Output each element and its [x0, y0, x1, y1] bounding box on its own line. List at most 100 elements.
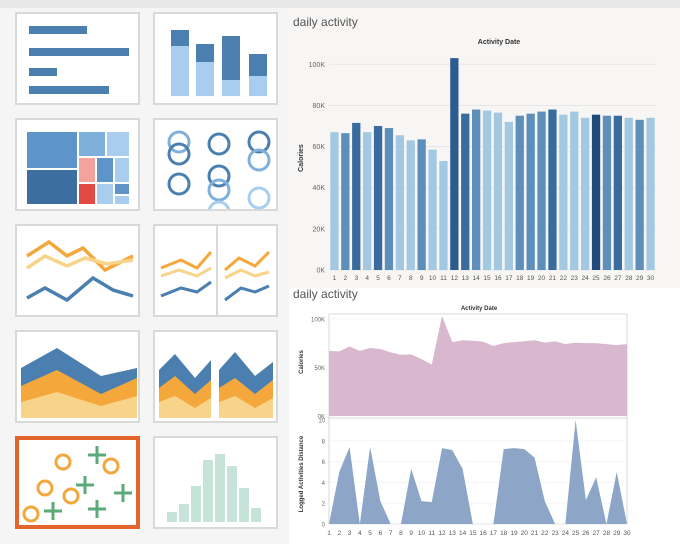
sheet-title: daily activity — [293, 15, 358, 29]
bar-day-29[interactable] — [635, 119, 644, 270]
bar-day-6[interactable] — [384, 128, 394, 270]
x-tick-label: 25 — [572, 530, 580, 537]
x-tick-label: 4 — [365, 275, 369, 282]
x-tick-label: 22 — [541, 530, 549, 537]
x-tick-label: 29 — [613, 530, 621, 537]
bar-day-21[interactable] — [548, 109, 557, 271]
x-tick-label: 29 — [636, 275, 644, 282]
bar-day-19[interactable] — [526, 113, 535, 271]
y-tick-label: 0 — [322, 523, 326, 529]
x-tick-label: 26 — [603, 275, 611, 282]
bar-day-7[interactable] — [395, 135, 404, 270]
x-tick-label: 12 — [438, 530, 446, 537]
thumb-lines-discrete[interactable] — [153, 224, 278, 317]
y-tick-label: 100K — [309, 62, 326, 69]
bar-day-18[interactable] — [515, 115, 524, 270]
bar-day-8[interactable] — [406, 140, 415, 270]
x-tick-label: 6 — [387, 275, 391, 282]
x-tick-label: 13 — [462, 275, 470, 282]
y-tick-label: 4 — [322, 481, 326, 487]
y-tick-label: 0K — [318, 415, 325, 421]
bar-day-1[interactable] — [330, 132, 339, 270]
bar-day-30[interactable] — [646, 117, 655, 271]
chart-header: Activity Date — [461, 306, 498, 312]
bar-day-28[interactable] — [624, 117, 633, 271]
y-tick-label: 80K — [313, 103, 326, 110]
y-tick-label: 50K — [314, 366, 325, 372]
bar-day-23[interactable] — [570, 111, 579, 270]
x-tick-label: 10 — [418, 530, 426, 537]
circle-view-icon — [167, 130, 271, 209]
x-tick-label: 1 — [327, 530, 331, 537]
thumb-area-continuous[interactable] — [15, 330, 140, 423]
x-tick-label: 25 — [592, 275, 600, 282]
area-chart[interactable]: Activity Date Calories Logged Activities… — [289, 288, 680, 544]
show-me-gallery — [0, 8, 289, 544]
x-tick-label: 9 — [409, 530, 413, 537]
area-chart-panel: daily activity Activity Date Calories Lo… — [289, 287, 680, 544]
thumb-horizontal-bars[interactable] — [15, 12, 140, 105]
thumb-circle-views[interactable] — [153, 118, 278, 211]
thumb-stacked-bars[interactable] — [153, 12, 278, 105]
x-tick-label: 2 — [337, 530, 341, 537]
bar-day-13[interactable] — [461, 113, 470, 271]
bar-day-24[interactable] — [581, 117, 590, 271]
y-axis-label: Calories — [298, 144, 305, 172]
x-tick-label: 17 — [505, 275, 513, 282]
x-tick-label: 9 — [420, 275, 424, 282]
bar-day-12[interactable] — [450, 58, 459, 270]
y-tick-label: 20K — [313, 226, 326, 233]
x-tick-label: 5 — [376, 275, 380, 282]
treemap-icon — [27, 132, 129, 204]
line-chart-discrete-icon — [160, 226, 271, 315]
x-tick-label: 8 — [399, 530, 403, 537]
bar-day-22[interactable] — [559, 114, 568, 270]
bar-day-17[interactable] — [504, 121, 513, 270]
thumb-histogram[interactable] — [153, 436, 278, 529]
bar-day-9[interactable] — [417, 139, 426, 270]
bar-day-4[interactable] — [363, 132, 372, 270]
bar-day-3[interactable] — [352, 122, 361, 271]
bar-day-26[interactable] — [602, 115, 612, 270]
bar-day-25[interactable] — [591, 114, 601, 270]
bar-chart-panel: daily activity Activity Date Calories 0K… — [289, 8, 680, 288]
stacked-bar-chart-icon — [171, 30, 267, 96]
y-tick-label: 6 — [322, 460, 326, 466]
thumb-area-discrete[interactable] — [153, 330, 278, 423]
x-tick-label: 1 — [333, 275, 337, 282]
x-tick-label: 15 — [483, 275, 491, 282]
thumb-scatter[interactable] — [15, 436, 140, 529]
bar-day-27[interactable] — [613, 115, 622, 270]
x-tick-label: 12 — [451, 275, 459, 282]
bar-day-15[interactable] — [482, 110, 492, 270]
thumb-treemap[interactable] — [15, 118, 140, 211]
chart-header: Activity Date — [478, 39, 521, 46]
x-tick-label: 22 — [560, 275, 568, 282]
x-tick-label: 21 — [549, 275, 557, 282]
bar-day-20[interactable] — [537, 111, 546, 270]
x-tick-label: 11 — [440, 275, 447, 282]
area-series-1[interactable] — [329, 420, 627, 524]
bar-day-14[interactable] — [472, 109, 481, 271]
sheet-title: daily activity — [293, 287, 358, 301]
bar-day-2[interactable] — [341, 133, 350, 270]
bar-day-16[interactable] — [493, 112, 503, 270]
x-tick-label: 24 — [562, 530, 570, 537]
bar-day-5[interactable] — [373, 126, 383, 270]
x-tick-label: 27 — [614, 275, 622, 282]
histogram-icon — [167, 454, 261, 522]
y-tick-label: 2 — [322, 502, 326, 508]
x-tick-label: 19 — [510, 530, 518, 537]
area-chart-discrete-icon — [159, 352, 273, 418]
x-tick-label: 3 — [354, 275, 358, 282]
bar-chart[interactable]: Activity Date Calories 0K 20K 40K 60K 80K 100… — [289, 8, 680, 288]
bar-day-11[interactable] — [439, 160, 448, 270]
x-tick-label: 8 — [409, 275, 413, 282]
line-chart-icon — [26, 239, 134, 303]
thumb-lines-continuous[interactable] — [15, 224, 140, 317]
x-tick-label: 16 — [480, 530, 488, 537]
area-series-0[interactable] — [329, 315, 627, 416]
bar-day-10[interactable] — [428, 149, 437, 270]
x-tick-label: 7 — [398, 275, 402, 282]
x-tick-label: 30 — [647, 275, 655, 282]
